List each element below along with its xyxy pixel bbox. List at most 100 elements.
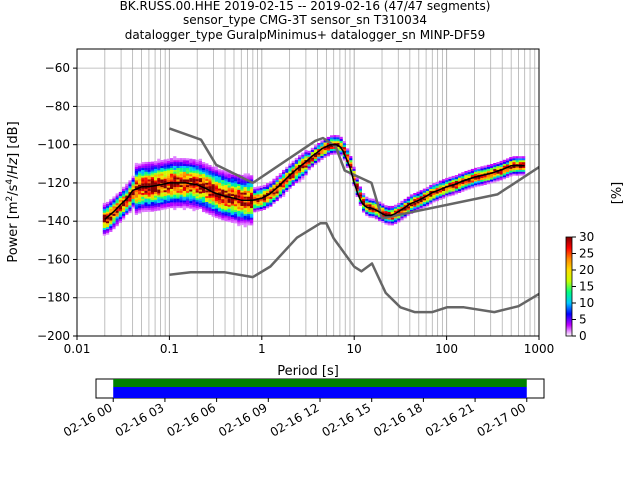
ppsd-cell [230, 193, 234, 196]
ppsd-cell [138, 175, 142, 178]
ppsd-cell [195, 161, 199, 164]
ppsd-cell [403, 204, 407, 207]
ppsd-cell [154, 191, 158, 194]
ppsd-cell [141, 198, 145, 201]
ppsd-cell [362, 206, 366, 209]
ppsd-cell [320, 140, 324, 143]
ppsd-cell [102, 216, 106, 219]
ppsd-cell [285, 189, 289, 192]
ppsd-cell [368, 198, 372, 201]
ppsd-cell [147, 183, 151, 186]
ppsd-cell [106, 207, 110, 210]
ppsd-cell [176, 202, 180, 205]
ppsd-cell [483, 175, 487, 178]
ppsd-cell [173, 192, 177, 195]
ppsd-cell [109, 203, 113, 206]
ppsd-cell [134, 197, 138, 200]
ppsd-cell [323, 144, 327, 147]
ppsd-cell [218, 174, 222, 178]
ppsd-cell [221, 170, 225, 173]
ppsd-cell [358, 203, 362, 206]
y-tick-label: −60 [45, 61, 70, 75]
ppsd-cell [147, 169, 151, 172]
ppsd-cell [128, 210, 132, 214]
ppsd-cell [442, 181, 446, 184]
ppsd-cell [262, 188, 266, 191]
ppsd-cell [150, 180, 154, 183]
ppsd-cell [154, 164, 158, 168]
ppsd-cell [310, 147, 314, 150]
timeline-tick-label: 02-16 03 [113, 400, 167, 439]
ppsd-cell [179, 205, 183, 209]
ppsd-cell [122, 198, 126, 201]
ppsd-cell [282, 181, 286, 184]
ppsd-cell [227, 198, 231, 201]
ppsd-cell [470, 174, 474, 177]
ppsd-cell [202, 194, 206, 197]
ppsd-cell [106, 224, 110, 228]
ppsd-cell [160, 161, 164, 165]
ppsd-cell [221, 214, 225, 217]
ppsd-cell [397, 218, 401, 221]
ppsd-cell [157, 179, 161, 182]
ppsd-cell [202, 204, 206, 207]
ppsd-cell [330, 146, 334, 149]
ppsd-cell [371, 210, 375, 213]
ppsd-cell [214, 189, 218, 192]
ppsd-cell [157, 198, 161, 201]
ppsd-cell [109, 226, 113, 229]
ppsd-cell [211, 180, 215, 183]
ppsd-cell [173, 161, 177, 165]
ppsd-cell [502, 169, 506, 172]
ppsd-cell [234, 179, 238, 182]
ppsd-cell [166, 185, 170, 188]
ppsd-cell [410, 200, 414, 203]
ppsd-cell [173, 158, 177, 161]
ppsd-cell [144, 188, 148, 191]
ppsd-cell [112, 198, 116, 201]
ppsd-cell [266, 202, 270, 205]
ppsd-cell [410, 194, 414, 197]
ppsd-cell [211, 199, 215, 202]
ppsd-cell [422, 203, 426, 207]
ppsd-cell [419, 207, 423, 210]
ppsd-cell [198, 202, 202, 205]
ppsd-cell [461, 185, 465, 188]
ppsd-cell [240, 215, 244, 218]
ppsd-cell [128, 187, 132, 191]
ppsd-cell [218, 186, 222, 189]
ppsd-cell [224, 215, 228, 218]
ppsd-cell [147, 181, 151, 184]
ppsd-cell [195, 194, 199, 197]
colorbar-tick-label: 25 [579, 247, 594, 261]
ppsd-cell [160, 204, 164, 207]
ppsd-cell [278, 188, 282, 191]
ppsd-cell [490, 173, 494, 176]
ppsd-cell [186, 173, 190, 176]
ppsd-cell [157, 160, 161, 163]
ppsd-cell [227, 219, 231, 223]
ppsd-cell [173, 165, 177, 168]
ppsd-cell [323, 155, 327, 158]
ppsd-cell [458, 187, 462, 190]
ppsd-cell [224, 175, 228, 178]
ppsd-cell [154, 208, 158, 212]
ppsd-cell [186, 183, 190, 186]
ppsd-cell [362, 210, 366, 213]
ppsd-cell [122, 205, 126, 209]
ppsd-cell [381, 211, 385, 214]
ppsd-cell [138, 167, 142, 170]
ppsd-cell [406, 206, 410, 209]
ppsd-cell [166, 206, 170, 209]
ppsd-cell [429, 184, 433, 188]
ppsd-cell [294, 171, 298, 174]
ppsd-cell [192, 168, 196, 171]
ppsd-cell [134, 164, 138, 168]
ppsd-cell [147, 186, 151, 189]
ppsd-cell [163, 180, 167, 183]
ppsd-cell [189, 166, 193, 169]
ppsd-cell [234, 186, 238, 189]
ppsd-cell [179, 186, 183, 189]
ppsd-cell [157, 174, 161, 177]
ppsd-cell [243, 183, 247, 186]
